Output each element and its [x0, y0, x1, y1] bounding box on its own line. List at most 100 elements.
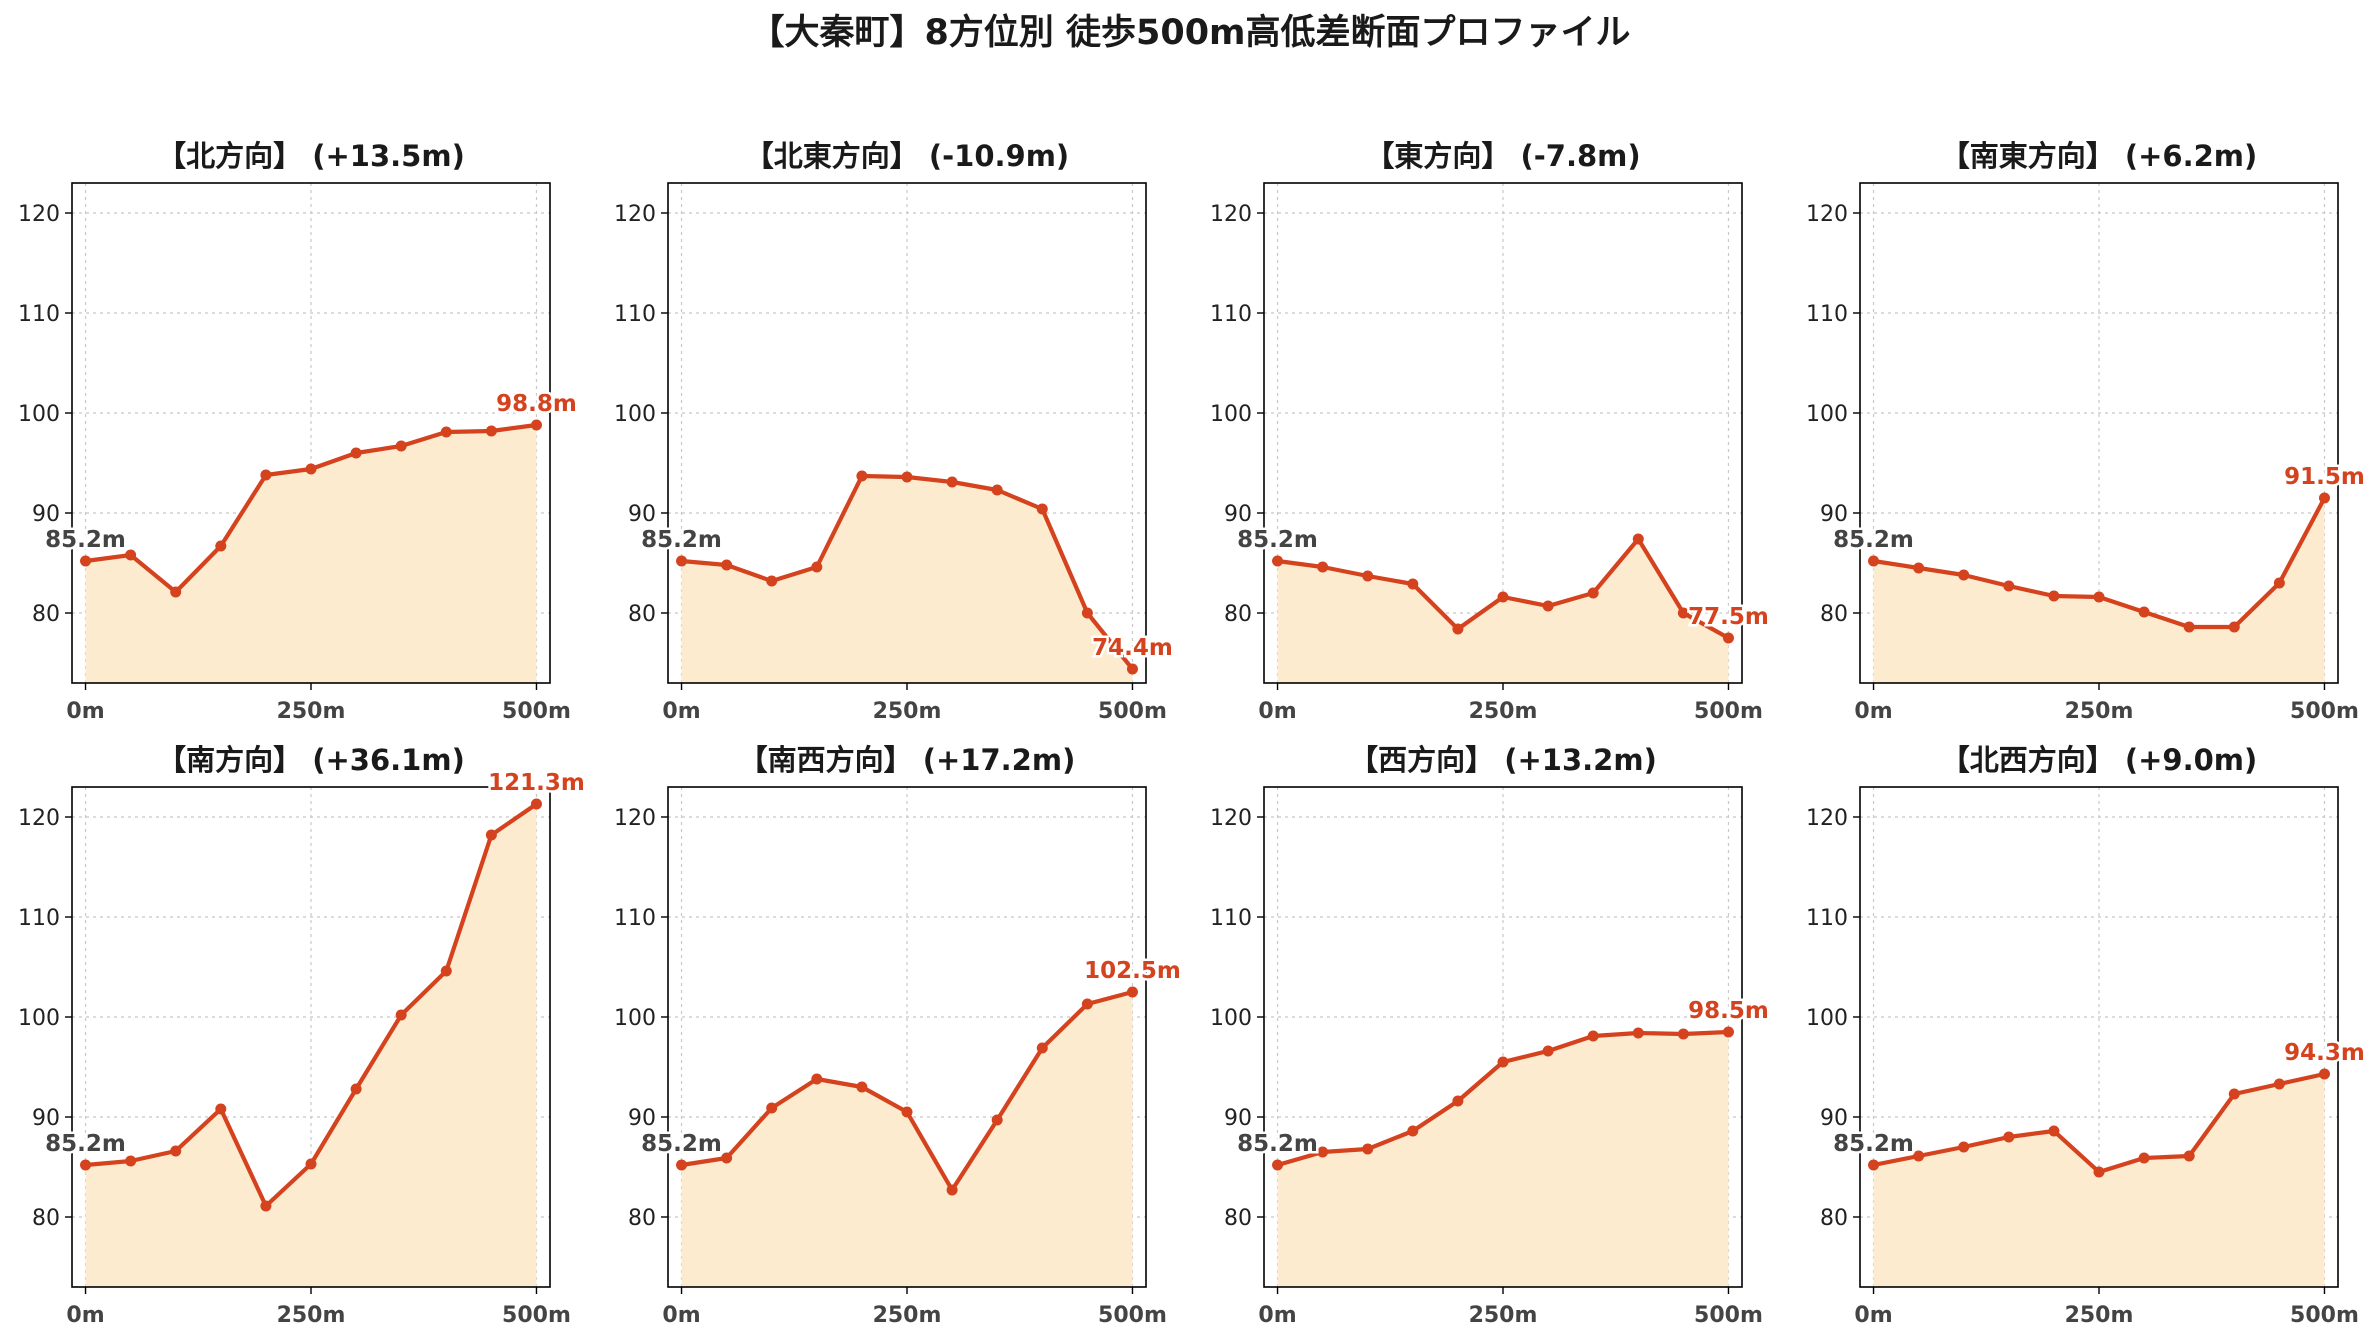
elevation-point	[721, 559, 733, 571]
elevation-point	[170, 1145, 182, 1157]
start-elevation-label: 85.2m	[45, 1131, 126, 1157]
x-tick-label: 250m	[277, 1303, 346, 1328]
elevation-point	[946, 1184, 958, 1196]
elevation-point	[1587, 587, 1599, 599]
elevation-panel: 【東方向】 (-7.8m) 80 90 100 110 120 0m 250m 500m 85.2…	[1210, 139, 1771, 724]
elevation-point	[1497, 591, 1509, 603]
elevation-point	[2228, 1088, 2240, 1100]
elevation-point	[1542, 1045, 1554, 1057]
x-tick-label: 250m	[1469, 1303, 1538, 1328]
y-tick-label: 120	[614, 202, 656, 227]
panel-title: 【南東方向】 (+6.2m)	[1941, 139, 2258, 173]
start-elevation-label: 85.2m	[45, 527, 126, 553]
elevation-point	[1913, 562, 1925, 574]
y-tick-label: 90	[628, 502, 656, 527]
elevation-panel: 【北東方向】 (-10.9m) 80 90 100 110 120 0m 250m 500m 85…	[614, 139, 1175, 724]
elevation-point	[991, 1114, 1003, 1126]
elevation-point	[1362, 1143, 1374, 1155]
elevation-point	[676, 1159, 688, 1171]
x-tick-label: 500m	[1098, 699, 1167, 724]
y-tick-label: 80	[32, 602, 60, 627]
y-tick-label: 100	[614, 402, 656, 427]
elevation-point	[2003, 1131, 2015, 1143]
elevation-area	[681, 992, 1133, 1287]
elevation-point	[1407, 1125, 1419, 1137]
elevation-point	[1677, 1028, 1689, 1040]
elevation-point	[530, 419, 542, 431]
plot-frame	[1263, 786, 1743, 1288]
end-elevation-label: 102.5m	[1084, 958, 1181, 984]
elevation-panel: 【南西方向】 (+17.2m) 80 90 100 110 120 0m 250m 500m 85…	[614, 743, 1183, 1328]
y-tick-label: 100	[1806, 1006, 1848, 1031]
start-elevation-label: 85.2m	[1833, 1131, 1914, 1157]
elevation-point	[1632, 1027, 1644, 1039]
x-tick-label: 0m	[662, 1303, 700, 1328]
end-elevation-label: 98.5m	[1688, 998, 1769, 1024]
elevation-area	[681, 476, 1133, 683]
y-tick-label: 110	[1806, 906, 1848, 931]
elevation-area	[85, 425, 537, 683]
elevation-point	[1677, 607, 1689, 619]
y-tick-label: 120	[18, 806, 60, 831]
elevation-area	[1277, 539, 1729, 683]
elevation-point	[721, 1152, 733, 1164]
elevation-point	[1317, 561, 1329, 573]
x-tick-label: 0m	[1854, 699, 1892, 724]
plot-frame	[667, 786, 1147, 1288]
x-tick-label: 0m	[66, 1303, 104, 1328]
panel-title: 【東方向】 (-7.8m)	[1365, 139, 1640, 173]
elevation-point	[1126, 663, 1138, 675]
y-tick-label: 120	[614, 806, 656, 831]
start-elevation-label: 85.2m	[641, 527, 722, 553]
plot-frame	[71, 182, 551, 684]
elevation-point	[1081, 998, 1093, 1010]
x-tick-label: 0m	[662, 699, 700, 724]
elevation-point	[766, 1102, 778, 1114]
elevation-point	[2093, 1166, 2105, 1178]
elevation-point	[676, 555, 688, 567]
elevation-area	[1873, 1074, 2325, 1287]
y-tick-label: 110	[1806, 302, 1848, 327]
elevation-point	[1868, 555, 1880, 567]
elevation-point	[1722, 632, 1734, 644]
y-tick-label: 80	[628, 1206, 656, 1231]
x-tick-label: 500m	[502, 1303, 571, 1328]
plot-frame	[1859, 786, 2339, 1288]
y-tick-label: 90	[628, 1106, 656, 1131]
y-tick-label: 90	[32, 1106, 60, 1131]
elevation-point	[1272, 1159, 1284, 1171]
y-tick-label: 110	[18, 302, 60, 327]
x-tick-label: 500m	[1694, 1303, 1763, 1328]
elevation-point	[305, 1158, 317, 1170]
elevation-point	[2183, 621, 2195, 633]
elevation-area	[1873, 498, 2325, 683]
y-tick-label: 80	[628, 602, 656, 627]
elevation-point	[901, 471, 913, 483]
plot-frame	[1859, 182, 2339, 684]
x-tick-label: 250m	[1469, 699, 1538, 724]
x-tick-label: 250m	[2065, 699, 2134, 724]
x-tick-label: 500m	[1694, 699, 1763, 724]
elevation-point	[2318, 1068, 2330, 1080]
y-tick-label: 110	[18, 906, 60, 931]
elevation-point	[1868, 1159, 1880, 1171]
elevation-point	[1497, 1056, 1509, 1068]
elevation-point	[260, 469, 272, 481]
panel-title: 【北東方向】 (-10.9m)	[745, 139, 1069, 173]
elevation-point	[1317, 1146, 1329, 1158]
elevation-point	[260, 1200, 272, 1212]
y-tick-label: 90	[1820, 1106, 1848, 1131]
y-tick-label: 80	[1820, 1206, 1848, 1231]
elevation-point	[1632, 533, 1644, 545]
y-tick-label: 100	[18, 402, 60, 427]
y-tick-label: 100	[1210, 402, 1252, 427]
y-tick-label: 100	[614, 1006, 656, 1031]
y-tick-label: 120	[1210, 202, 1252, 227]
end-elevation-label: 94.3m	[2284, 1040, 2365, 1066]
elevation-point	[901, 1106, 913, 1118]
end-elevation-label: 91.5m	[2284, 464, 2365, 490]
elevation-point	[170, 586, 182, 598]
panel-title: 【西方向】 (+13.2m)	[1349, 743, 1657, 777]
y-tick-label: 120	[1210, 806, 1252, 831]
elevation-point	[1542, 600, 1554, 612]
